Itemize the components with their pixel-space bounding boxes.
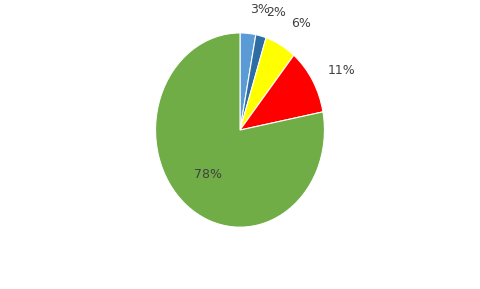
Text: 3%: 3%: [250, 3, 270, 16]
Wedge shape: [240, 33, 256, 130]
Text: 11%: 11%: [327, 64, 355, 77]
Text: 2%: 2%: [266, 6, 286, 19]
Wedge shape: [240, 35, 266, 130]
Wedge shape: [240, 38, 294, 130]
Wedge shape: [156, 33, 324, 227]
Text: 6%: 6%: [291, 17, 311, 30]
Wedge shape: [240, 55, 323, 130]
Text: 78%: 78%: [194, 168, 222, 181]
